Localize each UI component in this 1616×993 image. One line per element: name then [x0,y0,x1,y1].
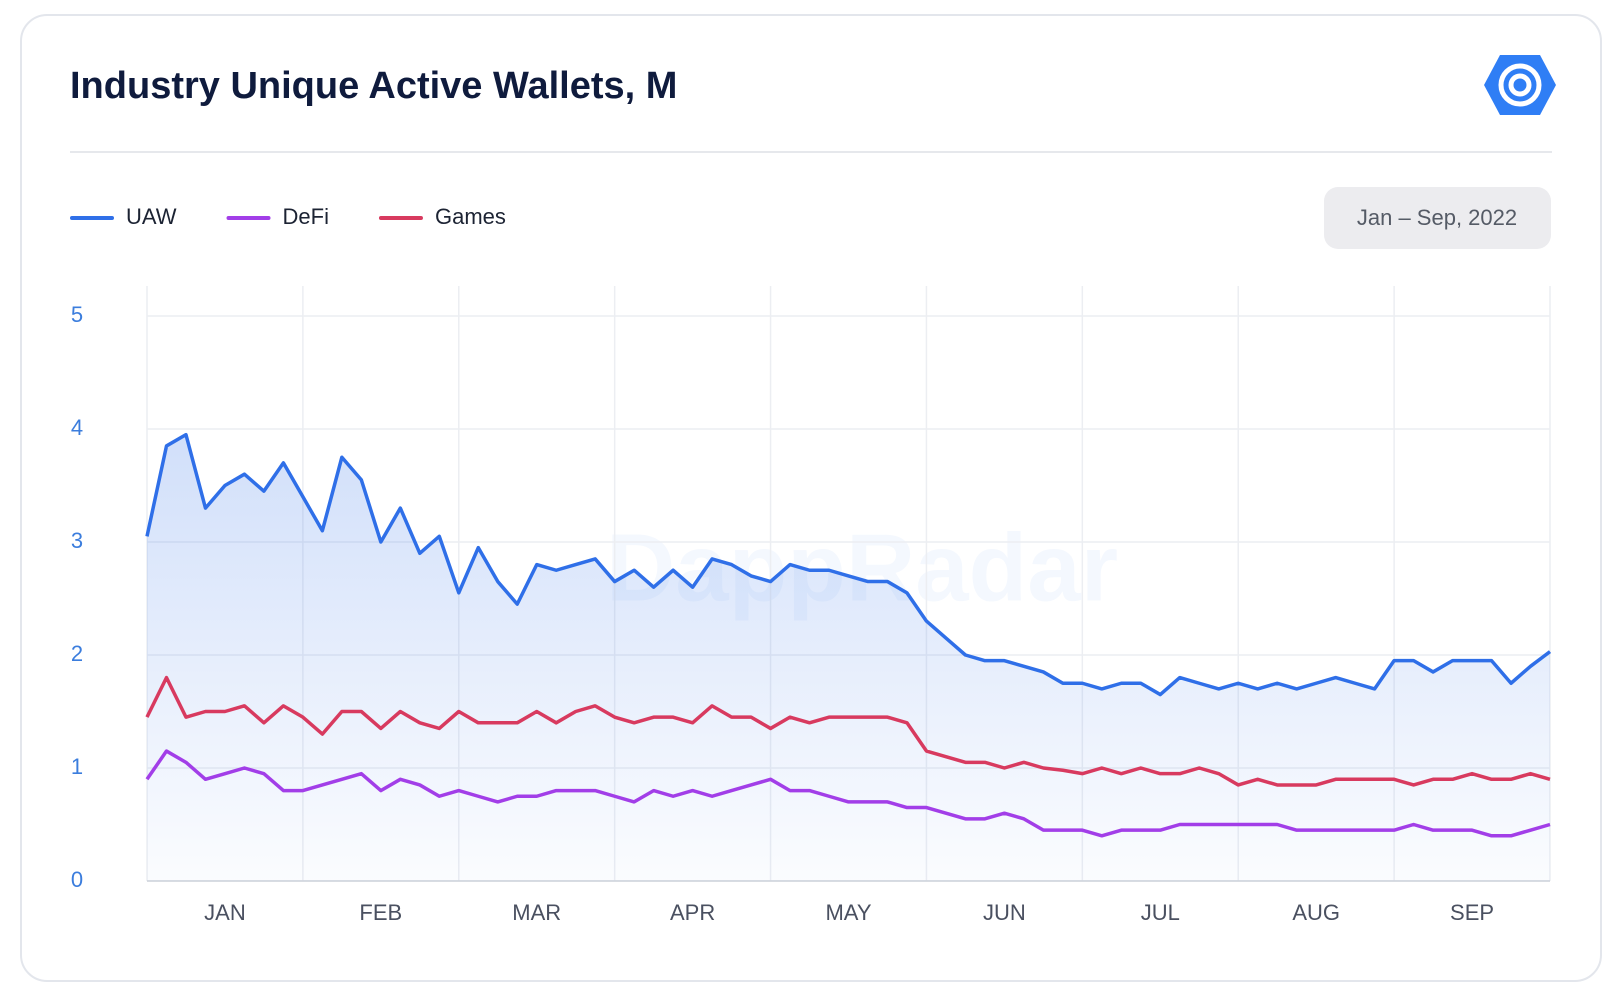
chart-title: Industry Unique Active Wallets, M [70,65,677,107]
x-tick-label: JUN [983,900,1026,925]
line [145,432,1552,697]
x-tick-label: FEB [359,900,402,925]
x-tick-label: APR [670,900,715,925]
x-tick-label: SEP [1450,900,1494,925]
legend: UAW DeFi Games [70,204,506,229]
y-tick-label: 3 [71,528,83,553]
x-tick-label: JAN [204,900,246,925]
x-tick-label: JUL [1141,900,1180,925]
line [145,675,1551,787]
y-tick-label: 0 [71,867,83,892]
y-tick-label: 5 [71,302,83,327]
legend-label: DeFi [283,204,329,229]
x-tick-label: MAY [825,900,871,925]
legend-label: UAW [126,204,177,229]
y-tick-label: 2 [71,641,83,666]
x-tick-label: AUG [1292,900,1340,925]
x-tick-label: MAR [512,900,561,925]
plot: 0 1 2 3 4 5 JAN FEB MAR APR MAY JUN JUL AUG SEP [71,286,1552,925]
date-range[interactable]: Jan – Sep, 2022 [1357,205,1517,230]
date-range-pill[interactable] [1324,187,1551,249]
legend-label: Games [435,204,506,229]
y-tick-label: 1 [71,754,83,779]
logo [1484,55,1556,115]
y-tick-label: 4 [71,415,83,440]
line [145,749,1551,838]
